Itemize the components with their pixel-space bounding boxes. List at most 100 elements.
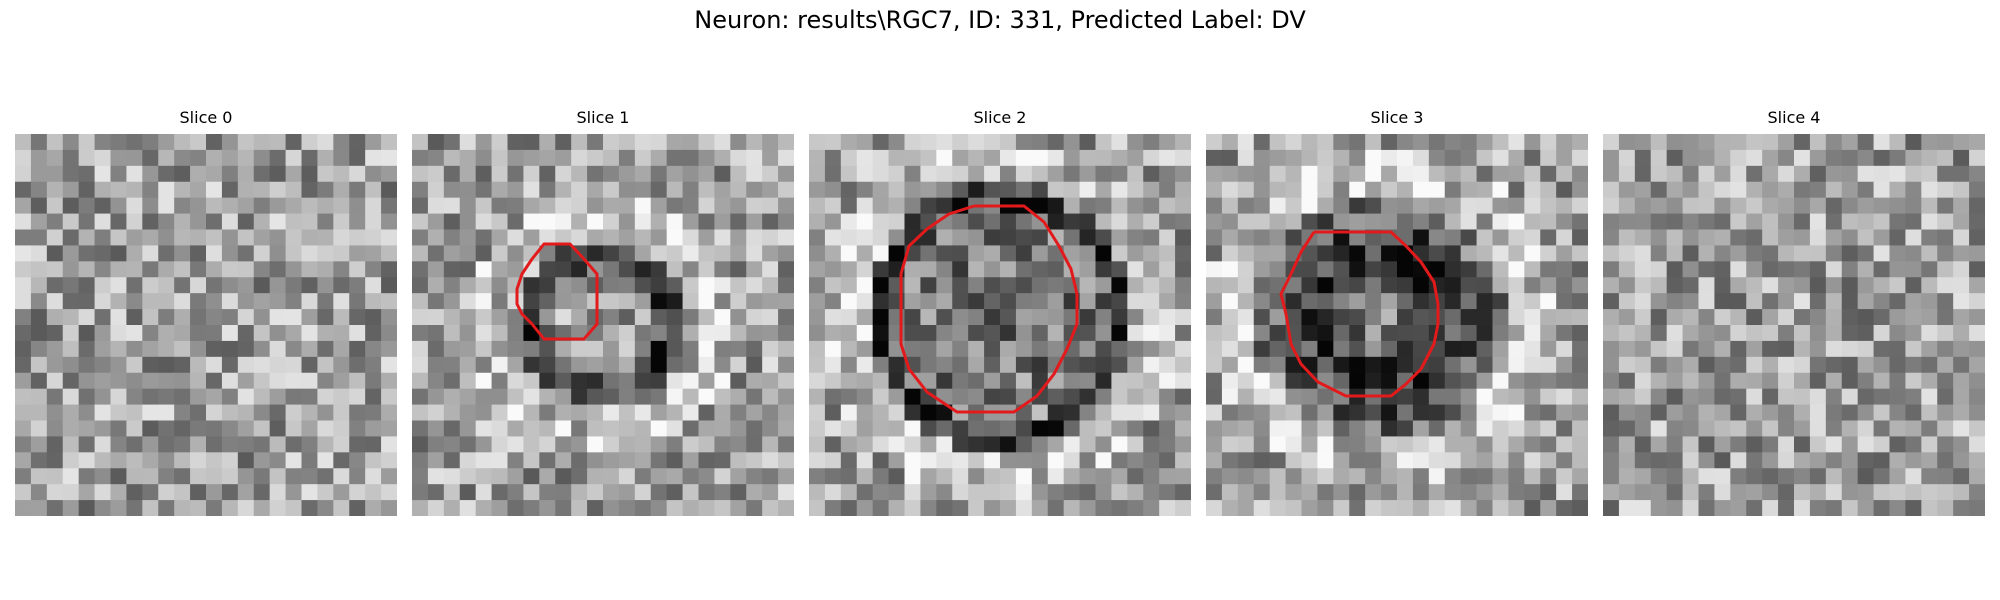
- pixel: [824, 134, 842, 151]
- pixel: [714, 261, 731, 278]
- pixel: [317, 245, 334, 262]
- pixel: [872, 134, 890, 151]
- pixel: [1444, 340, 1462, 358]
- pixel: [1650, 468, 1668, 485]
- pixel: [682, 452, 699, 469]
- pixel: [634, 325, 652, 342]
- pixel: [317, 420, 334, 437]
- pixel: [809, 165, 826, 183]
- pixel: [1492, 181, 1509, 199]
- pixel: [1682, 325, 1699, 342]
- pixel: [1397, 340, 1414, 358]
- pixel: [1969, 277, 1985, 294]
- pixel: [1397, 436, 1414, 453]
- pixel: [746, 388, 763, 406]
- pixel: [1221, 388, 1239, 406]
- pixel: [571, 484, 588, 501]
- pixel: [126, 420, 143, 437]
- pixel: [714, 325, 731, 342]
- pixel: [253, 404, 271, 421]
- pixel: [1666, 372, 1684, 390]
- pixel: [1714, 325, 1731, 342]
- pixel: [714, 245, 731, 262]
- pixel: [1460, 388, 1478, 406]
- pixel: [936, 372, 953, 390]
- pixel: [1237, 468, 1255, 485]
- pixel: [46, 468, 64, 485]
- pixel: [1682, 404, 1699, 421]
- pixel: [1460, 372, 1478, 390]
- pixel: [1905, 197, 1922, 215]
- pixel: [1650, 484, 1668, 501]
- pixel: [1508, 500, 1525, 516]
- pixel: [46, 134, 64, 151]
- pixel: [920, 468, 937, 485]
- pixel: [1634, 356, 1652, 374]
- pixel: [174, 404, 191, 421]
- pixel: [1969, 261, 1985, 278]
- pixel: [984, 309, 1001, 326]
- pixel: [1572, 420, 1588, 437]
- pixel: [888, 134, 905, 151]
- pixel: [634, 500, 652, 516]
- pixel: [253, 500, 271, 516]
- pixel: [1476, 197, 1493, 215]
- slice-4-pixels: [1603, 134, 1985, 516]
- pixel: [730, 229, 747, 246]
- pixel: [1206, 484, 1223, 501]
- pixel: [142, 213, 159, 230]
- pixel: [936, 436, 953, 453]
- pixel: [1253, 404, 1271, 421]
- pixel: [1714, 436, 1731, 453]
- pixel: [475, 197, 493, 215]
- pixel: [840, 261, 858, 278]
- pixel: [523, 213, 540, 230]
- pixel: [650, 500, 668, 516]
- pixel: [1746, 309, 1763, 326]
- pixel: [427, 165, 445, 183]
- pixel: [555, 245, 572, 262]
- pixel: [158, 293, 175, 310]
- pixel: [427, 420, 445, 437]
- pixel: [872, 229, 890, 246]
- pixel: [475, 293, 493, 310]
- pixel: [317, 452, 334, 469]
- pixel: [856, 452, 874, 469]
- pixel: [206, 229, 223, 246]
- pixel: [984, 372, 1001, 390]
- pixel: [618, 420, 636, 437]
- pixel: [1365, 277, 1382, 294]
- pixel: [317, 134, 334, 151]
- pixel: [1237, 261, 1255, 278]
- pixel: [1603, 181, 1620, 199]
- pixel: [1269, 452, 1287, 469]
- pixel: [1159, 484, 1176, 501]
- pixel: [507, 134, 524, 151]
- pixel: [1794, 372, 1811, 390]
- pixel: [1508, 165, 1525, 183]
- pixel: [1937, 197, 1954, 215]
- pixel: [253, 468, 271, 485]
- pixel: [1015, 293, 1033, 310]
- pixel: [1460, 213, 1478, 230]
- pixel: [1285, 468, 1302, 485]
- pixel: [1905, 420, 1922, 437]
- pixel: [1269, 500, 1287, 516]
- pixel: [762, 404, 779, 421]
- pixel: [1650, 309, 1668, 326]
- pixel: [603, 277, 620, 294]
- pixel: [1603, 261, 1620, 278]
- pixel: [349, 149, 366, 167]
- pixel: [269, 325, 287, 342]
- pixel: [1650, 134, 1668, 151]
- pixel: [1127, 356, 1144, 374]
- pixel: [1143, 340, 1160, 358]
- pixel: [1111, 309, 1128, 326]
- pixel: [1682, 245, 1699, 262]
- pixel: [650, 293, 668, 310]
- pixel: [1111, 261, 1128, 278]
- pixel: [968, 245, 985, 262]
- pixel: [365, 452, 382, 469]
- pixel: [190, 165, 207, 183]
- pixel: [539, 404, 556, 421]
